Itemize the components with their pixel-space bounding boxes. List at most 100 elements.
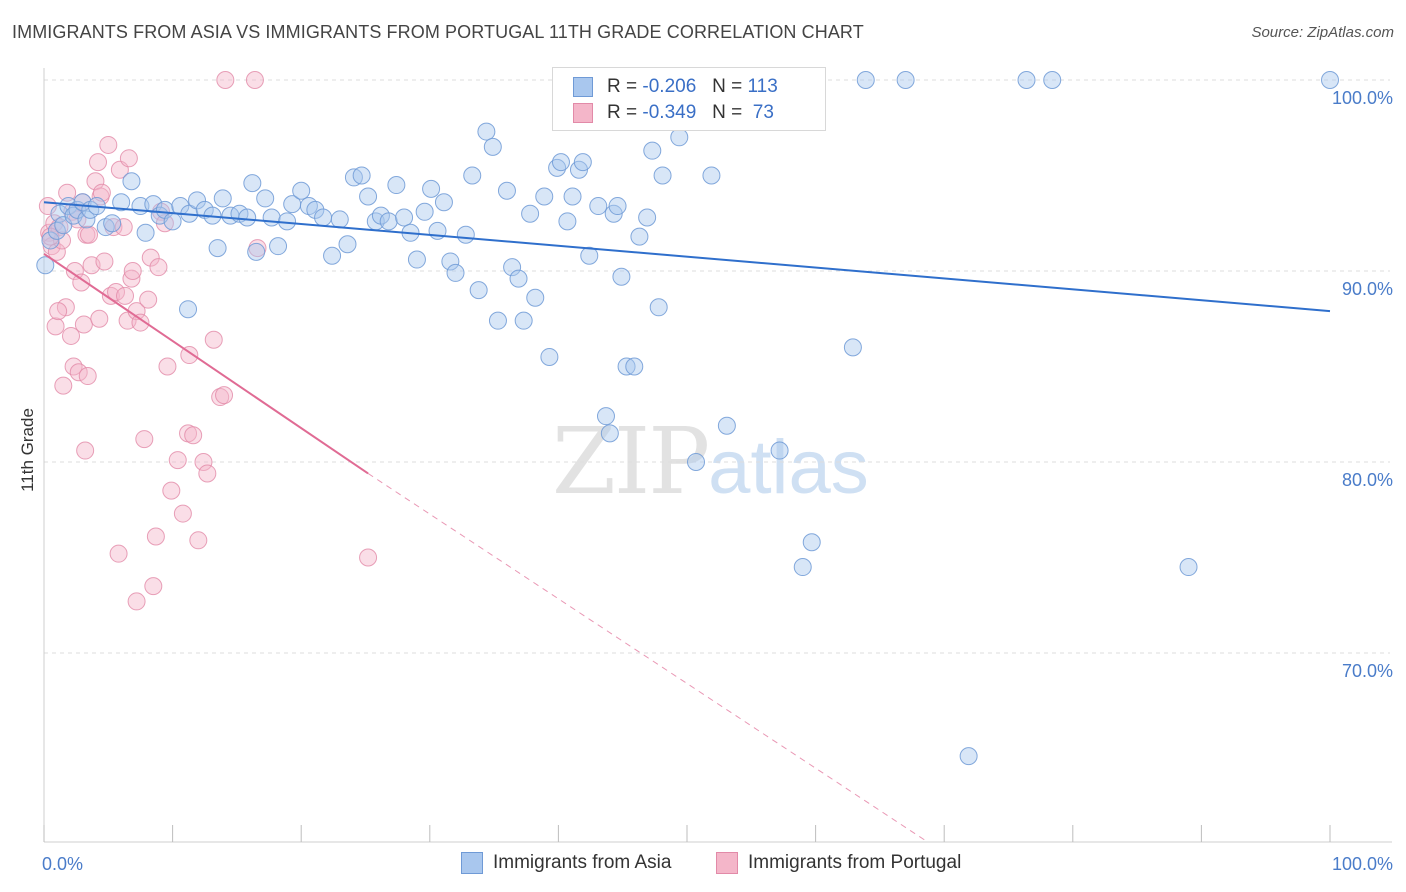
portugal-point [109,544,128,563]
legend-n-label: N = [712,76,743,97]
asia-point [262,208,281,227]
asia-point [41,231,60,250]
portugal-point [189,531,208,550]
asia-point [103,214,122,233]
asia-point [1179,558,1198,577]
portugal-point [76,441,95,460]
portugal-point [123,262,142,280]
asia-point [503,258,522,277]
portugal-point [92,183,111,202]
legend-n-portugal: 73 [752,102,774,123]
legend-r-label: R = [607,76,638,97]
portugal-point [144,577,163,596]
asia-point [122,172,141,191]
asia-point [596,407,615,426]
portugal-points [38,71,378,611]
asia-point [247,242,266,261]
asia-point [163,212,182,231]
portugal-point [168,451,187,470]
asia-point [330,210,349,229]
asia-point [446,263,465,282]
legend-r-asia: -0.206 [642,76,697,97]
portugal-point [216,71,235,89]
asia-point [670,128,689,147]
portugal-point [95,252,114,271]
legend-item-asia[interactable]: Immigrants from Asia [461,852,671,874]
asia-point [208,239,227,258]
portugal-trend-line [43,252,369,475]
portugal-point [78,367,97,386]
portugal-point [198,464,217,483]
asia-point [526,288,545,307]
portugal-point [64,357,83,376]
portugal-point [141,248,160,267]
y-tick-label: 70.0% [1342,661,1393,681]
asia-point [608,197,627,216]
portugal-point [49,302,68,321]
legend-n-label: N = [712,102,743,123]
portugal-point [119,149,138,168]
asia-point [344,168,363,187]
portugal-point [74,315,93,334]
portugal-legend-swatch [716,852,738,874]
asia-point [415,202,434,221]
portugal-point [194,453,213,471]
asia-point [359,187,378,206]
watermark-atlas: atlas [708,425,869,510]
portugal-point [162,481,181,500]
portugal-point [99,135,118,154]
asia-point [612,267,631,286]
portugal-point [46,317,65,336]
asia-point [269,237,288,256]
asia-point [702,166,721,185]
asia-point [802,533,821,552]
portugal-point [69,363,88,382]
portugal-point [184,426,203,445]
portugal-point [131,313,150,332]
legend-row-portugal: R = -0.349 N = 73 [573,102,774,124]
portugal-point [54,376,73,395]
asia-point [497,181,516,200]
asia-point [469,281,488,300]
asia-point [112,193,131,212]
asia-point [563,187,582,206]
asia-point [643,141,662,160]
asia-point [896,71,915,89]
legend-n-asia: 113 [747,76,778,97]
portugal-trend-extension [367,473,926,841]
y-axis-label: 11th Grade [18,408,37,492]
asia-point [649,298,668,317]
asia-point [1017,71,1036,89]
portugal-point [359,548,378,567]
asia-point [338,235,357,254]
asia-point [323,246,342,265]
portugal-point [80,225,99,244]
portugal-point [122,269,141,288]
portugal-point [58,183,77,202]
portugal-point [180,346,199,365]
portugal-point [116,286,135,305]
asia-point [179,300,198,319]
asia-point [959,747,978,766]
portugal-point [90,309,109,328]
portugal-point [62,326,81,345]
asia-point [50,204,69,223]
asia-point [314,208,333,227]
asia-point [573,153,592,172]
chart-title: IMMIGRANTS FROM ASIA VS IMMIGRANTS FROM … [12,22,864,42]
asia-point [617,357,636,376]
asia-point [59,197,78,216]
asia-point [483,137,502,156]
asia-point [770,441,789,460]
asia-point [379,212,398,231]
portugal-point [245,71,264,89]
asia-trend-line [43,201,1331,313]
asia-point [144,195,163,214]
portugal-point [173,504,192,523]
asia-point [580,246,599,265]
legend-item-portugal[interactable]: Immigrants from Portugal [716,852,961,874]
asia-legend-swatch [461,852,483,874]
asia-point [488,311,507,330]
asia-point [509,269,528,288]
y-tick-label: 80.0% [1342,470,1393,490]
